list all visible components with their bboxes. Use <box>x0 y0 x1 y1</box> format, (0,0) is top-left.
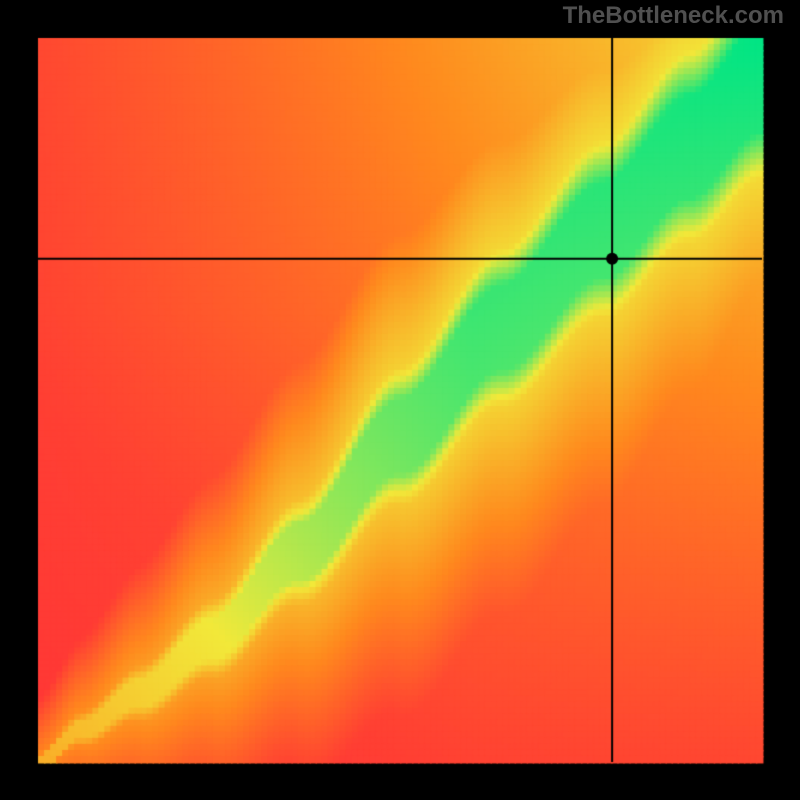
bottleneck-heatmap <box>0 0 800 800</box>
attribution-text: TheBottleneck.com <box>563 2 784 30</box>
chart-container: TheBottleneck.com <box>0 0 800 800</box>
